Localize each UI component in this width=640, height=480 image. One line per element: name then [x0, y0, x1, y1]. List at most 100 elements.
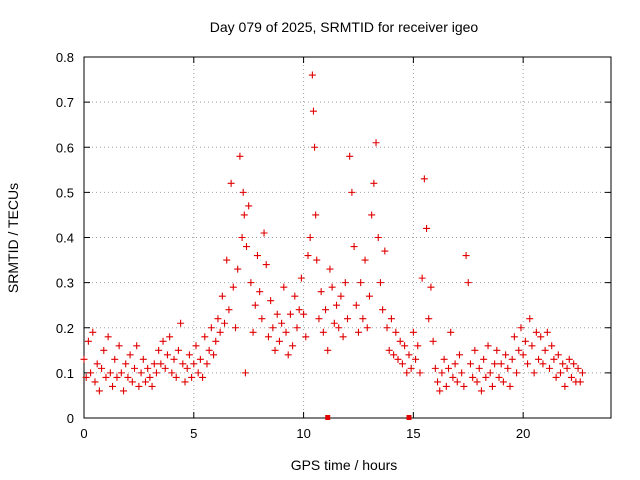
data-point — [84, 337, 92, 345]
data-point — [383, 324, 391, 332]
data-point — [141, 378, 149, 386]
data-point — [251, 301, 259, 309]
data-point — [330, 319, 338, 327]
data-point — [556, 369, 564, 377]
y-tick-label: 0.6 — [56, 140, 74, 155]
data-point — [359, 315, 367, 323]
zero-value-marker — [325, 415, 331, 420]
data-point — [374, 234, 382, 241]
data-point — [528, 342, 536, 350]
data-point — [152, 369, 160, 377]
data-point — [539, 360, 547, 368]
data-point — [477, 387, 485, 395]
data-point — [339, 333, 347, 341]
data-point — [429, 337, 437, 345]
data-point — [111, 355, 119, 363]
data-point — [376, 279, 384, 287]
data-point — [183, 364, 191, 372]
data-point — [170, 355, 178, 363]
data-point — [315, 315, 323, 323]
data-point — [282, 328, 290, 336]
data-point — [80, 355, 88, 363]
data-point — [445, 364, 453, 372]
data-point — [300, 310, 308, 318]
data-point — [515, 346, 523, 354]
data-point — [241, 369, 249, 377]
data-point — [126, 351, 134, 359]
data-point — [414, 342, 422, 350]
data-point — [578, 369, 586, 377]
data-point — [495, 373, 503, 381]
data-point — [304, 252, 312, 260]
data-point — [398, 360, 406, 368]
data-point — [225, 306, 233, 314]
data-point — [245, 202, 253, 210]
data-point — [344, 315, 351, 323]
data-point — [440, 355, 448, 363]
zero-value-marker — [406, 415, 412, 420]
data-point — [319, 328, 327, 336]
data-point — [346, 152, 354, 160]
data-point — [289, 342, 297, 350]
x-tick-label: 0 — [80, 426, 87, 441]
data-point — [387, 315, 395, 323]
data-point — [335, 324, 343, 332]
data-point — [532, 328, 540, 336]
data-point — [535, 355, 543, 363]
data-point — [548, 342, 556, 350]
data-point — [381, 247, 389, 255]
data-point — [517, 324, 525, 332]
data-point — [278, 319, 286, 327]
data-point — [242, 243, 250, 251]
data-point — [166, 333, 174, 341]
data-point — [216, 328, 224, 336]
data-point — [229, 283, 237, 291]
data-point — [508, 355, 516, 363]
data-point — [87, 369, 95, 377]
data-point — [293, 324, 301, 332]
data-point — [212, 337, 220, 345]
data-point — [447, 328, 455, 336]
data-point — [491, 360, 499, 368]
data-point — [504, 364, 512, 372]
data-point — [227, 179, 235, 187]
data-point — [95, 387, 103, 395]
data-point — [271, 346, 279, 354]
data-point — [451, 360, 459, 368]
data-point — [273, 310, 281, 318]
data-point — [181, 378, 189, 386]
data-point — [510, 333, 518, 341]
data-point — [100, 346, 108, 354]
data-point — [192, 342, 200, 350]
data-point — [488, 382, 496, 390]
data-point — [436, 387, 444, 395]
data-point — [120, 387, 128, 395]
data-point — [249, 328, 257, 336]
data-point — [98, 364, 106, 372]
x-tick-label: 5 — [190, 426, 197, 441]
data-point — [194, 369, 202, 377]
y-tick-label: 0.1 — [56, 366, 74, 381]
data-point — [113, 373, 121, 381]
data-point — [449, 373, 457, 381]
data-point — [396, 337, 404, 345]
data-point — [480, 355, 488, 363]
chart-title: Day 079 of 2025, SRMTID for receiver ige… — [210, 19, 479, 35]
data-point — [214, 315, 222, 323]
data-point — [128, 378, 136, 386]
data-point — [442, 382, 450, 390]
data-point — [427, 283, 435, 291]
data-point — [328, 283, 336, 291]
data-point — [418, 274, 426, 282]
data-point — [131, 364, 139, 372]
data-point — [484, 342, 492, 350]
data-point — [524, 360, 532, 368]
data-point — [240, 211, 248, 219]
data-point — [297, 274, 305, 282]
data-point — [188, 373, 196, 381]
y-tick-label: 0.7 — [56, 95, 74, 110]
data-point — [333, 301, 341, 309]
data-point — [196, 355, 204, 363]
data-point — [232, 324, 240, 332]
data-point — [401, 342, 409, 350]
